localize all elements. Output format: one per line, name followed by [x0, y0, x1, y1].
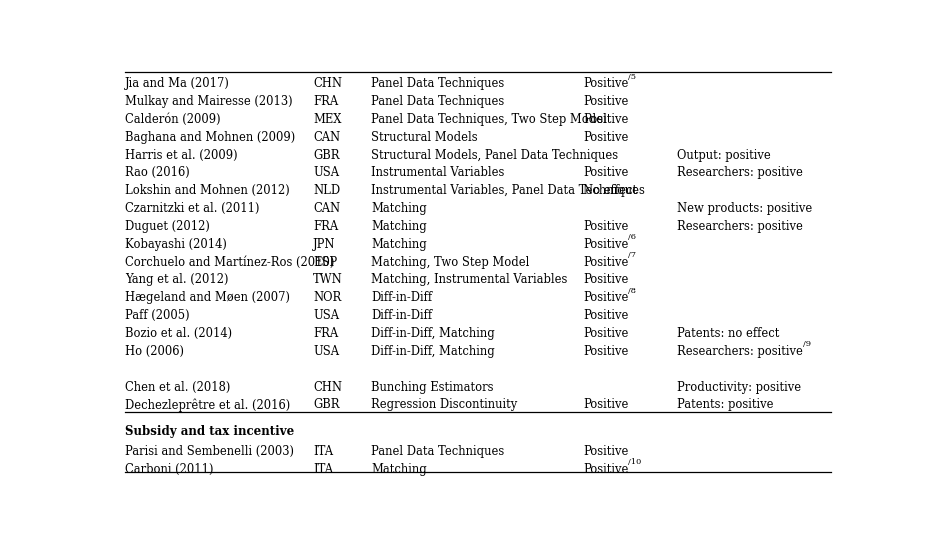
- Text: Duguet (2012): Duguet (2012): [125, 220, 210, 233]
- Text: Mulkay and Mairesse (2013): Mulkay and Mairesse (2013): [125, 95, 293, 108]
- Text: Kobayashi (2014): Kobayashi (2014): [125, 238, 227, 251]
- Text: Positive: Positive: [583, 327, 629, 340]
- Text: Matching: Matching: [371, 463, 427, 475]
- Text: Chen et al. (2018): Chen et al. (2018): [125, 381, 230, 393]
- Text: ESP: ESP: [313, 256, 338, 269]
- Text: Corchuelo and Martínez-Ros (2010): Corchuelo and Martínez-Ros (2010): [125, 256, 335, 269]
- Text: Positive: Positive: [583, 445, 629, 458]
- Text: ITA: ITA: [313, 445, 333, 458]
- Text: Positive: Positive: [583, 273, 629, 286]
- Text: Regression Discontinuity: Regression Discontinuity: [371, 399, 518, 411]
- Text: Productivity: positive: Productivity: positive: [677, 381, 801, 393]
- Text: Positive: Positive: [583, 131, 629, 144]
- Text: TWN: TWN: [313, 273, 343, 286]
- Text: Positive: Positive: [583, 166, 629, 180]
- Text: Positive: Positive: [583, 220, 629, 233]
- Text: Matching: Matching: [371, 202, 427, 215]
- Text: Structural Models, Panel Data Techniques: Structural Models, Panel Data Techniques: [371, 149, 619, 161]
- Text: Panel Data Techniques: Panel Data Techniques: [371, 445, 505, 458]
- Text: GBR: GBR: [313, 399, 340, 411]
- Text: FRA: FRA: [313, 220, 339, 233]
- Text: NOR: NOR: [313, 292, 341, 304]
- Text: Positive: Positive: [583, 256, 629, 269]
- Text: No effect: No effect: [583, 184, 637, 197]
- Text: Diff-in-Diff: Diff-in-Diff: [371, 309, 432, 322]
- Text: Diff-in-Diff: Diff-in-Diff: [371, 292, 432, 304]
- Text: Matching: Matching: [371, 238, 427, 251]
- Text: New products: positive: New products: positive: [677, 202, 813, 215]
- Text: USA: USA: [313, 345, 340, 358]
- Text: Positive: Positive: [583, 345, 629, 358]
- Text: Yang et al. (2012): Yang et al. (2012): [125, 273, 229, 286]
- Text: Calderón (2009): Calderón (2009): [125, 113, 221, 126]
- Text: Harris et al. (2009): Harris et al. (2009): [125, 149, 238, 161]
- Text: Lokshin and Mohnen (2012): Lokshin and Mohnen (2012): [125, 184, 290, 197]
- Text: Patents: positive: Patents: positive: [677, 399, 773, 411]
- Text: USA: USA: [313, 166, 340, 180]
- Text: CHN: CHN: [313, 77, 342, 90]
- Text: Structural Models: Structural Models: [371, 131, 478, 144]
- Text: Output: positive: Output: positive: [677, 149, 771, 161]
- Text: CAN: CAN: [313, 131, 341, 144]
- Text: Paff (2005): Paff (2005): [125, 309, 190, 322]
- Text: USA: USA: [313, 309, 340, 322]
- Text: Instrumental Variables: Instrumental Variables: [371, 166, 505, 180]
- Text: Matching, Two Step Model: Matching, Two Step Model: [371, 256, 530, 269]
- Text: Panel Data Techniques, Two Step Model: Panel Data Techniques, Two Step Model: [371, 113, 607, 126]
- Text: /7: /7: [629, 251, 636, 259]
- Text: Positive: Positive: [583, 77, 629, 90]
- Text: JPN: JPN: [313, 238, 336, 251]
- Text: Positive: Positive: [583, 95, 629, 108]
- Text: Subsidy and tax incentive: Subsidy and tax incentive: [125, 425, 295, 438]
- Text: Diff-in-Diff, Matching: Diff-in-Diff, Matching: [371, 345, 494, 358]
- Text: Rao (2016): Rao (2016): [125, 166, 190, 180]
- Text: Carboni (2011): Carboni (2011): [125, 463, 214, 475]
- Text: GBR: GBR: [313, 149, 340, 161]
- Text: Jia and Ma (2017): Jia and Ma (2017): [125, 77, 230, 90]
- Text: Positive: Positive: [583, 463, 629, 475]
- Text: Diff-in-Diff, Matching: Diff-in-Diff, Matching: [371, 327, 494, 340]
- Text: Dechezleprêtre et al. (2016): Dechezleprêtre et al. (2016): [125, 399, 290, 412]
- Text: Positive: Positive: [583, 113, 629, 126]
- Text: CAN: CAN: [313, 202, 341, 215]
- Text: Matching: Matching: [371, 220, 427, 233]
- Text: Instrumental Variables, Panel Data Techniques: Instrumental Variables, Panel Data Techn…: [371, 184, 645, 197]
- Text: Parisi and Sembenelli (2003): Parisi and Sembenelli (2003): [125, 445, 294, 458]
- Text: MEX: MEX: [313, 113, 341, 126]
- Text: /9: /9: [803, 341, 811, 349]
- Text: Patents: no effect: Patents: no effect: [677, 327, 779, 340]
- Text: Baghana and Mohnen (2009): Baghana and Mohnen (2009): [125, 131, 296, 144]
- Text: Panel Data Techniques: Panel Data Techniques: [371, 77, 505, 90]
- Text: NLD: NLD: [313, 184, 341, 197]
- Text: CHN: CHN: [313, 381, 342, 393]
- Text: Researchers: positive: Researchers: positive: [677, 166, 803, 180]
- Text: Researchers: positive: Researchers: positive: [677, 345, 803, 358]
- Text: ITA: ITA: [313, 463, 333, 475]
- Text: Czarnitzki et al. (2011): Czarnitzki et al. (2011): [125, 202, 259, 215]
- Text: Researchers: positive: Researchers: positive: [677, 220, 803, 233]
- Text: Positive: Positive: [583, 238, 629, 251]
- Text: /6: /6: [629, 233, 636, 241]
- Text: /10: /10: [629, 458, 642, 466]
- Text: /5: /5: [629, 72, 636, 80]
- Text: /8: /8: [629, 287, 636, 295]
- Text: Positive: Positive: [583, 399, 629, 411]
- Text: Bozio et al. (2014): Bozio et al. (2014): [125, 327, 232, 340]
- Text: Matching, Instrumental Variables: Matching, Instrumental Variables: [371, 273, 567, 286]
- Text: Hægeland and Møen (2007): Hægeland and Møen (2007): [125, 292, 290, 304]
- Text: FRA: FRA: [313, 95, 339, 108]
- Text: Positive: Positive: [583, 309, 629, 322]
- Text: Bunching Estimators: Bunching Estimators: [371, 381, 494, 393]
- Text: FRA: FRA: [313, 327, 339, 340]
- Text: Positive: Positive: [583, 292, 629, 304]
- Text: Ho (2006): Ho (2006): [125, 345, 185, 358]
- Text: Panel Data Techniques: Panel Data Techniques: [371, 95, 505, 108]
